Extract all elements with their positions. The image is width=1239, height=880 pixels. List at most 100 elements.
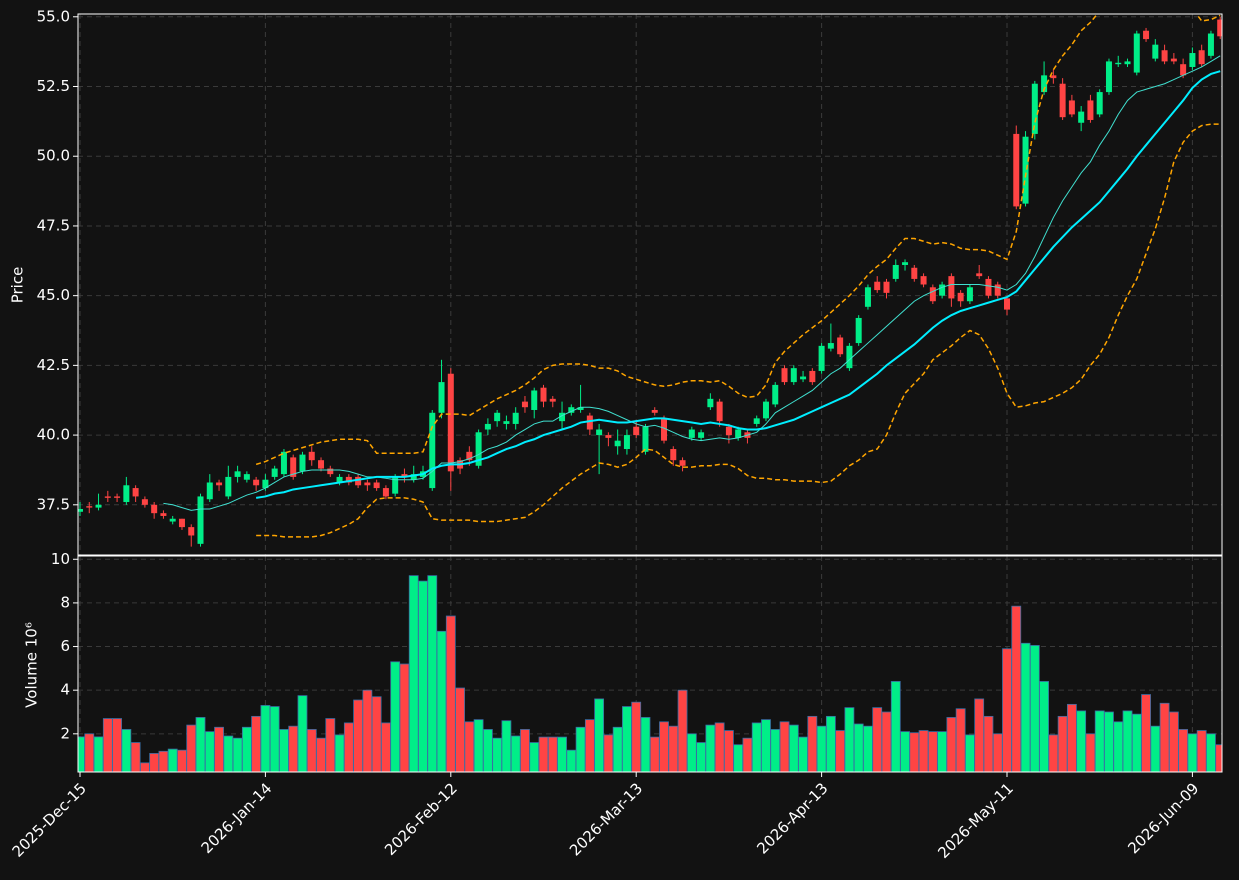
volume-bar xyxy=(881,711,892,772)
candle-body xyxy=(1096,92,1103,115)
volume-bar xyxy=(204,731,215,772)
volume-bar xyxy=(251,715,262,772)
volume-bar xyxy=(149,753,160,772)
candle-body xyxy=(169,518,176,522)
candle-body xyxy=(1068,100,1075,115)
y-tick-label: 47.5 xyxy=(37,216,70,234)
candle-body xyxy=(123,485,130,503)
candle-body xyxy=(1078,111,1085,123)
candle-body xyxy=(985,278,992,296)
candle-body xyxy=(216,482,223,486)
volume-bar xyxy=(473,719,484,772)
candle-body xyxy=(1115,62,1122,65)
candle-body xyxy=(1189,53,1196,67)
candle-body xyxy=(86,506,93,508)
volume-bar xyxy=(1029,645,1040,772)
band-line xyxy=(256,123,1221,538)
candle-body xyxy=(911,267,918,279)
volume-bar xyxy=(640,717,651,772)
volume-plot xyxy=(78,575,1222,772)
volume-bar xyxy=(946,717,957,772)
volume-bar xyxy=(788,724,799,772)
candle-body xyxy=(549,398,556,402)
band-line xyxy=(255,14,1221,466)
candle-body xyxy=(1031,83,1038,134)
volume-bar xyxy=(612,726,623,772)
volume-bar xyxy=(260,705,271,772)
volume-bar xyxy=(408,575,419,772)
volume-bar xyxy=(1039,681,1049,772)
candle-body xyxy=(141,499,148,505)
candle-body xyxy=(466,451,473,461)
y-tick-label: 4 xyxy=(60,681,70,699)
candle-body xyxy=(577,407,584,410)
candle-body xyxy=(1124,61,1131,65)
volume-bar xyxy=(1104,711,1114,772)
candle-body xyxy=(1105,61,1112,93)
volume-bar xyxy=(677,689,688,772)
candle-body xyxy=(512,412,519,424)
candle-body xyxy=(160,513,167,516)
candle-body xyxy=(568,407,575,413)
volume-bar xyxy=(714,722,725,772)
candle-body xyxy=(262,479,269,489)
candle-body xyxy=(253,479,260,486)
volume-bar xyxy=(427,575,438,772)
candle-body xyxy=(494,412,501,422)
candle-body xyxy=(188,527,195,536)
volume-bar xyxy=(835,730,846,772)
y-tick-label: 6 xyxy=(60,637,70,655)
volume-bar xyxy=(955,708,966,772)
candle-body xyxy=(104,496,111,498)
volume-bar xyxy=(1094,710,1105,772)
volume-bar xyxy=(1206,733,1216,772)
volume-bar xyxy=(696,742,706,772)
volume-bar xyxy=(418,580,428,772)
candle-body xyxy=(846,345,853,369)
candle-body xyxy=(382,488,389,497)
candle-body xyxy=(679,460,686,466)
volume-bar xyxy=(223,735,234,772)
volume-bar xyxy=(798,736,808,772)
candle-body xyxy=(531,390,538,410)
candle-body xyxy=(976,273,983,277)
volume-bar xyxy=(566,749,577,772)
candle-body xyxy=(1170,58,1177,62)
candle-body xyxy=(1207,33,1214,56)
volume-bar xyxy=(353,699,364,772)
volume-bar xyxy=(1057,715,1068,772)
candle-body xyxy=(883,281,890,293)
volume-axis-label: Volume 10⁶ xyxy=(23,622,41,708)
candle-body xyxy=(438,382,445,413)
volume-bar xyxy=(1131,713,1142,772)
volume-bar xyxy=(918,730,929,772)
price-axis-label: Price xyxy=(9,267,27,304)
volume-bar xyxy=(909,732,920,772)
volume-bar xyxy=(399,663,410,772)
candle-body xyxy=(280,451,287,475)
volume-bar xyxy=(825,715,836,772)
volume-bar xyxy=(214,726,224,772)
y-tick-label: 52.5 xyxy=(37,77,70,95)
candle-body xyxy=(373,482,380,489)
volume-bar xyxy=(557,736,567,772)
candle-body xyxy=(716,401,723,422)
volume-bar xyxy=(455,687,465,772)
volume-bar xyxy=(371,696,382,772)
volume-bar xyxy=(529,742,540,772)
candle-body xyxy=(948,276,955,299)
volume-bar xyxy=(445,615,456,772)
candle-body xyxy=(503,421,510,424)
volume-bar xyxy=(1141,694,1151,772)
volume-bar xyxy=(334,734,345,772)
candle-body xyxy=(540,387,547,402)
volume-bar xyxy=(937,731,948,772)
candle-body xyxy=(336,476,343,483)
candle-body xyxy=(410,474,417,480)
y-tick-label: 45.0 xyxy=(37,286,70,304)
moving-average-line xyxy=(163,55,1221,511)
y-tick-label: 8 xyxy=(60,593,70,611)
volume-bar xyxy=(872,707,883,772)
volume-bar xyxy=(742,737,753,772)
